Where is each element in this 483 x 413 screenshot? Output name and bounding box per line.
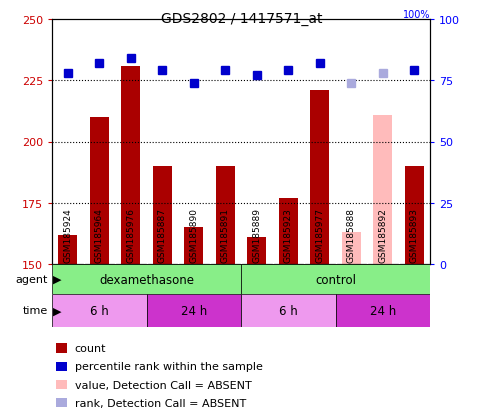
Text: 24 h: 24 h <box>369 304 396 317</box>
Text: GSM185964: GSM185964 <box>95 207 104 262</box>
Text: GSM185887: GSM185887 <box>158 207 167 262</box>
Text: GSM185977: GSM185977 <box>315 207 324 262</box>
Bar <box>56 344 67 353</box>
Bar <box>153 166 171 264</box>
Text: GDS2802 / 1417571_at: GDS2802 / 1417571_at <box>161 12 322 26</box>
Text: 6 h: 6 h <box>90 304 109 317</box>
Text: percentile rank within the sample: percentile rank within the sample <box>75 361 263 371</box>
Bar <box>185 228 203 264</box>
Bar <box>279 198 298 264</box>
Text: 6 h: 6 h <box>279 304 298 317</box>
Text: GSM185923: GSM185923 <box>284 207 293 262</box>
Text: ▶: ▶ <box>53 306 61 316</box>
Bar <box>58 235 77 264</box>
Text: 24 h: 24 h <box>181 304 207 317</box>
Text: GSM185892: GSM185892 <box>378 207 387 262</box>
Text: count: count <box>75 343 106 354</box>
Text: 100%: 100% <box>402 9 430 19</box>
Bar <box>336 294 430 327</box>
Bar <box>247 237 266 264</box>
Bar <box>146 294 241 327</box>
Bar <box>216 166 235 264</box>
Text: GSM185893: GSM185893 <box>410 207 419 262</box>
Bar <box>342 233 361 264</box>
Bar <box>241 294 336 327</box>
Bar <box>52 294 146 327</box>
Bar <box>90 118 109 264</box>
Text: GSM185891: GSM185891 <box>221 207 230 262</box>
Bar <box>52 264 241 294</box>
Bar <box>405 166 424 264</box>
Text: agent: agent <box>15 274 48 284</box>
Text: control: control <box>315 273 356 286</box>
Text: ▶: ▶ <box>53 274 61 284</box>
Bar <box>56 398 67 408</box>
Text: time: time <box>23 306 48 316</box>
Text: GSM185889: GSM185889 <box>252 207 261 262</box>
Bar <box>241 264 430 294</box>
Text: GSM185924: GSM185924 <box>63 207 72 262</box>
Text: GSM185890: GSM185890 <box>189 207 198 262</box>
Text: rank, Detection Call = ABSENT: rank, Detection Call = ABSENT <box>75 398 246 408</box>
Bar <box>56 362 67 371</box>
Text: value, Detection Call = ABSENT: value, Detection Call = ABSENT <box>75 380 252 389</box>
Text: GSM185888: GSM185888 <box>347 207 356 262</box>
Bar <box>121 66 140 264</box>
Bar <box>56 380 67 389</box>
Bar <box>373 115 392 264</box>
Bar <box>310 91 329 264</box>
Text: dexamethasone: dexamethasone <box>99 273 194 286</box>
Text: GSM185976: GSM185976 <box>126 207 135 262</box>
